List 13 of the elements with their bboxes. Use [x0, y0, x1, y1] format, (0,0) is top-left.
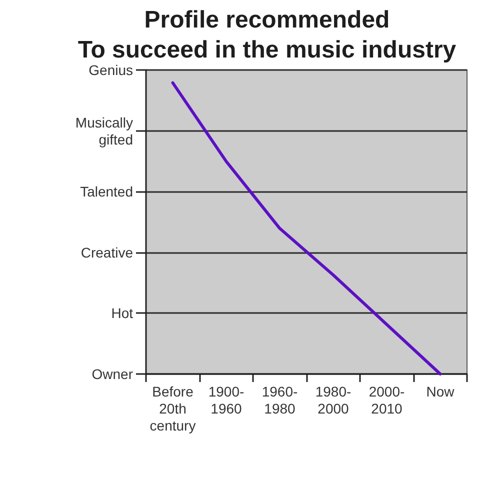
category-label: Musically gifted — [75, 114, 133, 148]
category-label: Owner — [92, 366, 133, 382]
category-label: Creative — [80, 244, 133, 260]
category-label: Talented — [80, 184, 133, 200]
x-tick-label: 1960-1980 — [262, 384, 298, 416]
category-label: Genius — [88, 62, 133, 78]
category-label: Hot — [111, 305, 133, 322]
x-tick-label: Now — [426, 384, 456, 400]
x-tick-label: 1980-2000 — [315, 384, 352, 416]
x-tick-label: Before 20th century — [150, 384, 196, 434]
x-tick-label: 2000-2010 — [368, 384, 405, 416]
chart-title: Profile recommended To succeed in the music industry — [78, 6, 457, 64]
x-tick-label: 1900-1960 — [208, 384, 244, 416]
